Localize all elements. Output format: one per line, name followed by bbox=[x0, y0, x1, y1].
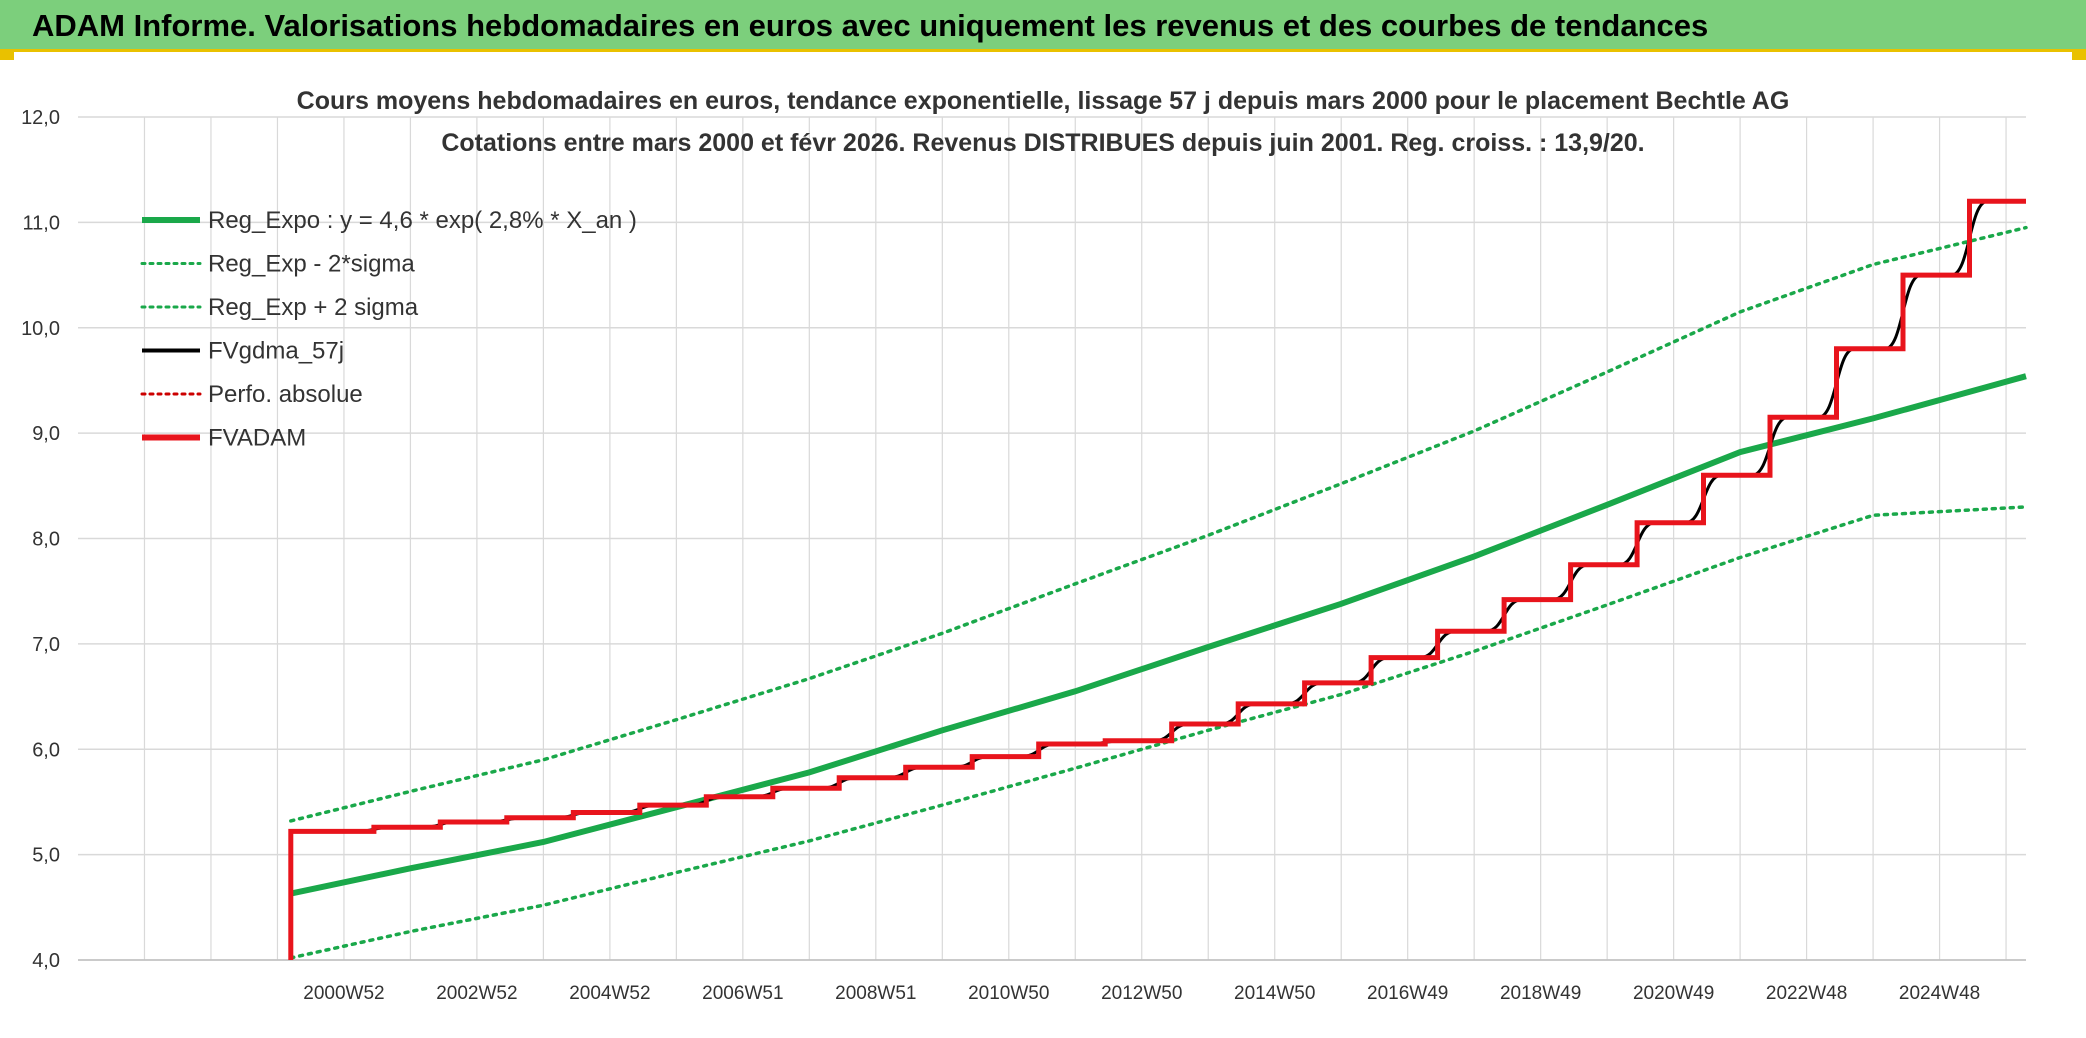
banner-title: ADAM Informe. Valorisations hebdomadaire… bbox=[32, 8, 1709, 43]
chart-grid bbox=[78, 116, 2026, 961]
chart-series bbox=[288, 198, 2028, 960]
y-tick-label: 8,0 bbox=[32, 529, 60, 551]
y-tick-label: 10,0 bbox=[21, 318, 60, 340]
banner: ADAM Informe. Valorisations hebdomadaire… bbox=[0, 0, 2086, 52]
x-tick-label: 2006W51 bbox=[702, 983, 783, 1004]
y-tick-label: 6,0 bbox=[32, 739, 60, 761]
fvgdma-57j-line bbox=[290, 199, 2008, 833]
chart-legend: Reg_Expo : y = 4,6 * exp( 2,8% * X_an ) R… bbox=[140, 207, 637, 452]
legend-label: Perfo. absolue bbox=[208, 381, 363, 408]
legend-label: FVgdma_57j bbox=[208, 338, 344, 365]
y-tick-label: 12,0 bbox=[21, 107, 60, 129]
reg-exp-plus-2sigma-line bbox=[289, 225, 2028, 823]
x-tick-label: 2004W52 bbox=[569, 983, 650, 1004]
legend-label: Reg_Expo : y = 4,6 * exp( 2,8% * X_an ) bbox=[208, 207, 637, 234]
y-tick-label: 4,0 bbox=[32, 950, 60, 972]
chart: 4,05,06,07,08,09,010,011,012,0 2000W52 20… bbox=[21, 87, 2028, 1004]
legend-label: Reg_Exp - 2*sigma bbox=[208, 251, 415, 278]
reg-expo-line bbox=[290, 373, 2027, 897]
x-axis-ticks: 2000W52 2002W52 2004W52 2006W51 2008W51 2010W… bbox=[303, 983, 1980, 1004]
x-tick-label: 2010W50 bbox=[968, 983, 1049, 1004]
x-tick-label: 2002W52 bbox=[436, 983, 517, 1004]
legend-label: FVADAM bbox=[208, 425, 306, 452]
x-tick-label: 2016W49 bbox=[1367, 983, 1448, 1004]
y-tick-label: 9,0 bbox=[32, 423, 60, 445]
y-tick-label: 7,0 bbox=[32, 634, 60, 656]
chart-title: Cours moyens hebdomadaires en euros, ten… bbox=[297, 87, 1790, 115]
y-axis-ticks: 4,0 5,0 6,0 7,0 8,0 9,0 10,0 11,0 12,0 bbox=[21, 107, 60, 972]
chart-subtitle: Cotations entre mars 2000 et févr 2026. … bbox=[441, 129, 1644, 157]
x-tick-label: 2018W49 bbox=[1500, 983, 1581, 1004]
reg-exp-minus-2sigma-line bbox=[289, 505, 2028, 960]
x-tick-label: 2022W48 bbox=[1766, 983, 1847, 1004]
y-tick-label: 11,0 bbox=[23, 212, 60, 234]
legend-label: Reg_Exp + 2 sigma bbox=[208, 294, 419, 321]
corner-marker-right bbox=[2072, 50, 2086, 60]
corner-marker-left bbox=[0, 50, 14, 60]
x-tick-label: 2024W48 bbox=[1899, 983, 1980, 1004]
y-tick-label: 5,0 bbox=[32, 845, 60, 867]
x-tick-label: 2012W50 bbox=[1101, 983, 1182, 1004]
fvadam-line bbox=[288, 198, 2026, 960]
x-tick-label: 2014W50 bbox=[1234, 983, 1315, 1004]
x-tick-label: 2008W51 bbox=[835, 983, 916, 1004]
x-tick-label: 2000W52 bbox=[303, 983, 384, 1004]
x-tick-label: 2020W49 bbox=[1633, 983, 1714, 1004]
